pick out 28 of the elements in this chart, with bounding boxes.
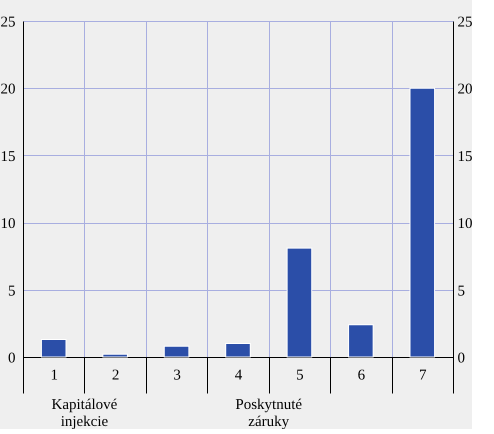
y-tick-label: 20 — [0, 82, 16, 98]
x-tick-label: 4 — [234, 368, 243, 384]
x-tick-label: 7 — [419, 368, 428, 384]
y2-tick-label: 0 — [458, 350, 465, 366]
text: Poskytnuté záruky — [235, 397, 302, 430]
bar — [348, 324, 374, 358]
bar — [286, 248, 312, 358]
x-tick-label: 5 — [296, 368, 304, 384]
y2-tick-label: 10 — [458, 216, 472, 232]
text: Kapitálové injekcie — [52, 397, 118, 430]
y-tick-label: 10 — [0, 216, 16, 232]
y-tick-label: 0 — [8, 350, 16, 366]
y-tick-label: 5 — [8, 283, 16, 300]
y-tick-label: 25 — [0, 14, 16, 30]
x-tick-label: 6 — [358, 368, 366, 384]
y-tick-label: 15 — [0, 148, 16, 165]
bar — [225, 343, 251, 358]
bar — [102, 354, 128, 358]
bar — [164, 346, 190, 358]
y2-tick-label: 5 — [458, 283, 465, 300]
y2-tick-label: 25 — [458, 14, 472, 30]
bar — [40, 339, 66, 358]
y2-tick-label: 20 — [458, 82, 472, 98]
x-tick-label: 3 — [173, 368, 181, 384]
x-tick-label: 2 — [112, 368, 120, 384]
y2-tick-label: 15 — [458, 148, 472, 165]
bar — [410, 88, 436, 358]
x-tick-label: 1 — [50, 368, 58, 384]
